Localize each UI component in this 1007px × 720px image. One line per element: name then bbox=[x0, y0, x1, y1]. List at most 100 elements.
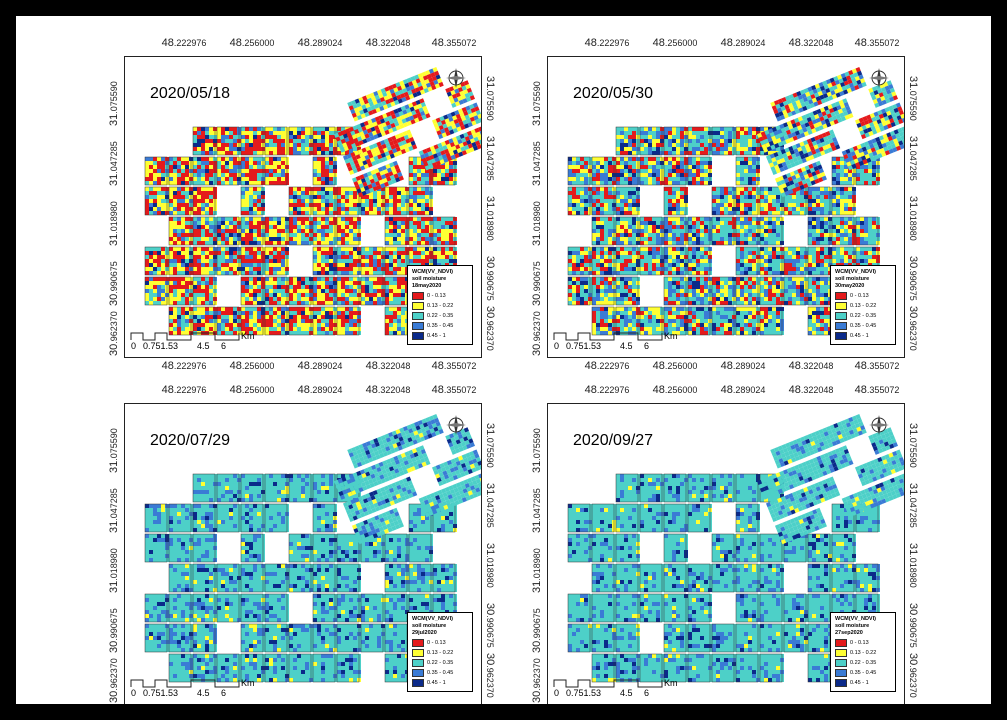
soil-moisture-raster bbox=[567, 414, 904, 683]
scale-unit: Km bbox=[664, 331, 678, 341]
legend-label: 0 - 0.13 bbox=[427, 640, 446, 646]
y-axis-tick-label: 31.075590 bbox=[108, 428, 120, 473]
x-axis-tick-label: 48.256000 bbox=[652, 37, 698, 49]
legend-title: WCM(VV_NDVI) bbox=[835, 616, 876, 622]
x-axis-tick-label: 48.322048 bbox=[788, 360, 834, 372]
x-axis-tick-label: 48.355072 bbox=[854, 384, 900, 396]
field-parcel bbox=[759, 563, 784, 593]
legend-swatch bbox=[412, 322, 424, 330]
x-axis-tick-label: 48.222976 bbox=[161, 37, 207, 49]
field-parcel bbox=[663, 623, 688, 653]
field-parcel bbox=[288, 126, 313, 156]
field-parcel bbox=[240, 156, 265, 186]
map-date-label: 2020/07/29 bbox=[150, 432, 231, 449]
scale-unit: Km bbox=[241, 331, 255, 341]
legend-date: 30may2020 bbox=[835, 283, 865, 289]
scale-label: 3 bbox=[173, 341, 179, 351]
legend-row: 0.13 - 0.22 bbox=[835, 649, 891, 657]
field-parcel bbox=[831, 503, 856, 533]
y-axis-tick-label: 31.075590 bbox=[531, 428, 543, 473]
field-parcel bbox=[144, 276, 169, 306]
field-parcel bbox=[855, 563, 880, 593]
field-parcel bbox=[264, 473, 289, 503]
field-parcel bbox=[735, 593, 760, 623]
field-parcel bbox=[144, 186, 169, 216]
legend-label: 0.35 - 0.45 bbox=[850, 323, 877, 329]
x-axis-tick-label: 48.355072 bbox=[854, 37, 900, 49]
field-parcel bbox=[687, 623, 712, 653]
field-parcel bbox=[783, 623, 808, 653]
map-date-label: 2020/05/18 bbox=[150, 85, 231, 102]
legend-label: 0.13 - 0.22 bbox=[427, 303, 454, 309]
field-parcel bbox=[711, 563, 736, 593]
y-axis-tick-label: 31.075590 bbox=[531, 81, 543, 126]
legend-label: 0 - 0.13 bbox=[427, 293, 446, 299]
field-parcel bbox=[639, 156, 664, 186]
legend-swatch bbox=[835, 312, 847, 320]
field-parcel bbox=[807, 276, 832, 306]
field-parcel bbox=[759, 593, 784, 623]
north-arrow-icon bbox=[445, 414, 467, 436]
legend-swatch bbox=[412, 659, 424, 667]
field-parcel bbox=[663, 653, 688, 683]
scale-label: 6 bbox=[221, 341, 227, 351]
field-parcel bbox=[567, 276, 592, 306]
field-parcel bbox=[336, 216, 361, 246]
x-axis-tick-label: 48.289024 bbox=[720, 360, 766, 372]
x-axis-tick-label: 48.222976 bbox=[584, 37, 630, 49]
x-axis-tick-label: 48.256000 bbox=[652, 360, 698, 372]
legend-label: 0.13 - 0.22 bbox=[850, 303, 877, 309]
field-parcel bbox=[639, 503, 664, 533]
field-parcel bbox=[288, 653, 313, 683]
y-axis-tick-label: 30.962370 bbox=[531, 658, 543, 703]
north-arrow-icon bbox=[445, 67, 467, 89]
field-parcel bbox=[384, 593, 409, 623]
map-panel: 2020/05/18 WCM(VV_NDVI) soil moisture 18may… bbox=[124, 56, 482, 358]
field-parcel bbox=[312, 306, 337, 336]
y-axis-tick-label: 31.047285 bbox=[108, 488, 120, 533]
field-parcel bbox=[168, 306, 193, 336]
field-parcel bbox=[168, 503, 193, 533]
field-parcel bbox=[336, 306, 361, 336]
field-parcel bbox=[192, 503, 217, 533]
north-arrow-icon bbox=[868, 414, 890, 436]
field-parcel bbox=[807, 623, 832, 653]
field-parcel bbox=[759, 533, 784, 563]
field-parcel bbox=[783, 593, 808, 623]
field-parcel bbox=[432, 563, 457, 593]
field-parcel bbox=[360, 593, 385, 623]
field-parcel bbox=[615, 533, 640, 563]
y-axis-tick-label: 30.990675 bbox=[108, 608, 120, 653]
field-parcel bbox=[360, 276, 385, 306]
y-axis-tick-label: 31.075590 bbox=[484, 423, 496, 468]
field-parcel bbox=[312, 156, 337, 186]
field-parcel bbox=[192, 533, 217, 563]
y-axis-tick-label: 31.047285 bbox=[907, 483, 919, 528]
y-axis-tick-label: 30.962370 bbox=[907, 306, 919, 351]
field-parcel bbox=[639, 216, 664, 246]
field-parcel bbox=[144, 533, 169, 563]
scale-label: 0 bbox=[554, 688, 560, 698]
field-parcel bbox=[360, 623, 385, 653]
field-parcel bbox=[312, 563, 337, 593]
legend-row: 0.35 - 0.45 bbox=[412, 322, 468, 330]
legend-label: 0 - 0.13 bbox=[850, 640, 869, 646]
field-parcel bbox=[639, 563, 664, 593]
scale-unit: Km bbox=[241, 678, 255, 688]
legend-row: 0.22 - 0.35 bbox=[412, 312, 468, 320]
field-parcel bbox=[264, 276, 289, 306]
field-parcel bbox=[687, 653, 712, 683]
x-axis-tick-label: 48.222976 bbox=[161, 360, 207, 372]
field-parcel bbox=[192, 563, 217, 593]
legend-label: 0.13 - 0.22 bbox=[427, 650, 454, 656]
legend-label: 0.35 - 0.45 bbox=[850, 670, 877, 676]
field-parcel bbox=[216, 503, 241, 533]
field-cluster-northeast bbox=[333, 67, 481, 198]
legend-row: 0.35 - 0.45 bbox=[835, 669, 891, 677]
field-parcel bbox=[735, 156, 760, 186]
legend-row: 0.45 - 1 bbox=[412, 332, 468, 340]
field-parcel bbox=[639, 473, 664, 503]
field-parcel bbox=[807, 533, 832, 563]
field-parcel bbox=[240, 186, 265, 216]
x-axis-tick-label: 48.322048 bbox=[365, 360, 411, 372]
